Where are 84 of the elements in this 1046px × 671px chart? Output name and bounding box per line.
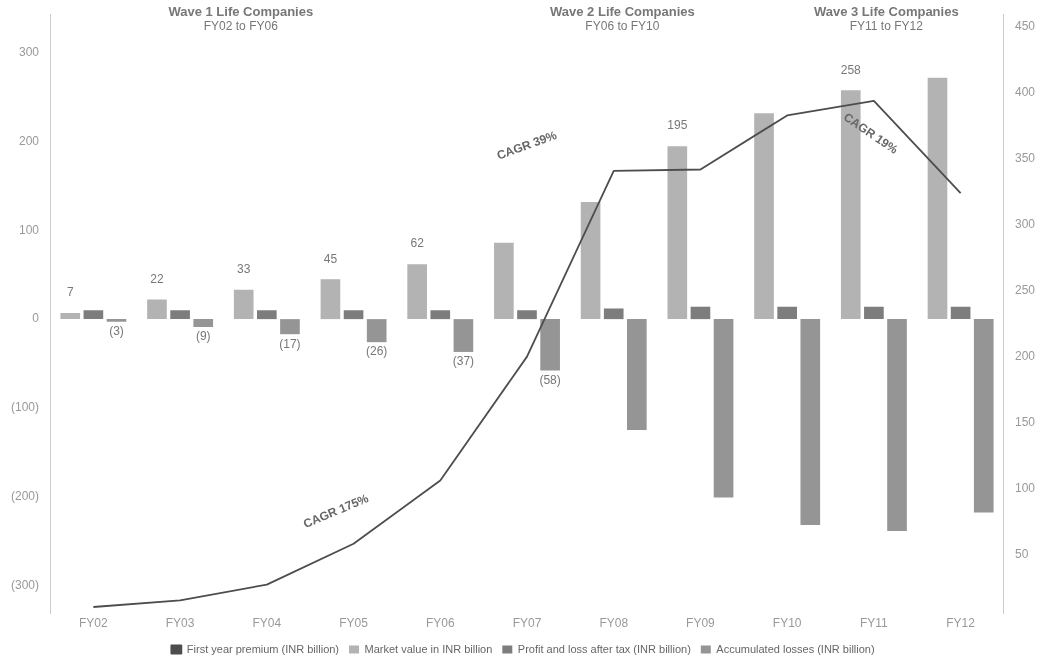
y-tick-label: 0 — [32, 311, 40, 326]
legend-label: Accumulated losses (INR billion) — [716, 642, 875, 655]
data-label: 7 — [66, 285, 74, 300]
bar — [690, 306, 711, 320]
bar — [580, 202, 601, 320]
y-tick-label: (100) — [11, 400, 40, 415]
y2-tick-label: 100 — [1014, 480, 1036, 495]
bar — [366, 319, 387, 343]
bar — [667, 146, 688, 320]
annotation: FY11 to FY12 — [849, 19, 923, 33]
x-tick-label: FY09 — [686, 616, 716, 631]
legend-label: First year premium (INR billion) — [186, 642, 340, 655]
y-tick-label: 200 — [18, 134, 40, 149]
annotation: CAGR 175% — [301, 490, 371, 531]
bar — [973, 319, 994, 513]
bar — [517, 310, 537, 320]
data-label: 195 — [667, 118, 688, 133]
annotation: FY06 to FY10 — [585, 19, 660, 33]
y2-tick-label: 400 — [1014, 85, 1036, 100]
bar — [754, 113, 774, 320]
bar — [407, 264, 427, 320]
y-tick-label: (200) — [11, 488, 40, 503]
y2-tick-label: 200 — [1014, 348, 1036, 363]
data-label: 22 — [150, 271, 164, 286]
bar — [887, 319, 907, 532]
bar — [603, 308, 624, 320]
y-tick-label: 300 — [18, 45, 40, 60]
data-label: (58) — [539, 372, 561, 387]
x-tick-label: FY10 — [772, 616, 802, 631]
y2-tick-label: 50 — [1014, 546, 1029, 561]
bar — [170, 310, 190, 320]
x-tick-label: FY11 — [859, 616, 889, 631]
bar — [60, 312, 81, 320]
bar — [540, 319, 560, 371]
y-tick-label: 100 — [18, 222, 40, 237]
data-label: 45 — [323, 251, 338, 266]
annotation: CAGR 39% — [494, 127, 559, 163]
data-label: (3) — [109, 324, 124, 339]
annotation: FY02 to FY06 — [203, 19, 278, 33]
y-tick-label: (300) — [11, 577, 40, 592]
bar — [800, 319, 821, 525]
y2-tick-label: 150 — [1014, 414, 1036, 429]
bar — [713, 319, 734, 498]
data-label: (37) — [452, 354, 475, 369]
bar — [106, 319, 127, 322]
bar — [280, 319, 300, 335]
legend-label: Market value in INR billion — [364, 642, 493, 655]
bar — [193, 319, 214, 328]
x-tick-label: FY06 — [425, 616, 455, 631]
bar — [147, 299, 167, 320]
x-tick-label: FY04 — [252, 616, 282, 631]
x-tick-label: FY03 — [165, 616, 195, 631]
y2-tick-label: 250 — [1014, 283, 1036, 298]
x-tick-label: FY12 — [946, 616, 976, 631]
x-tick-label: FY02 — [79, 616, 109, 631]
bar — [343, 310, 364, 320]
bar — [950, 306, 971, 320]
bar — [927, 77, 948, 320]
bar — [864, 306, 884, 320]
data-label: (17) — [279, 336, 301, 351]
bar — [494, 242, 514, 320]
data-label: (9) — [195, 329, 211, 344]
bar — [257, 310, 277, 320]
bar — [777, 306, 797, 320]
data-label: 62 — [410, 236, 425, 251]
annotation: Wave 1 Life Companies — [168, 4, 314, 19]
bar — [627, 319, 647, 430]
bar — [233, 289, 254, 320]
data-label: (26) — [366, 344, 388, 359]
x-tick-label: FY07 — [512, 616, 542, 631]
x-tick-label: FY08 — [599, 616, 629, 631]
x-tick-label: FY05 — [339, 616, 369, 631]
annotation: Wave 2 Life Companies — [550, 4, 695, 19]
legend-label: Profit and loss after tax (INR billion) — [517, 642, 691, 655]
bar — [430, 310, 451, 320]
annotation: Wave 3 Life Companies — [813, 4, 959, 19]
y2-tick-label: 350 — [1014, 151, 1036, 166]
bar — [320, 279, 341, 320]
y2-tick-label: 300 — [1014, 217, 1036, 232]
bar — [83, 310, 104, 320]
bar — [453, 319, 474, 352]
data-label: 33 — [237, 262, 251, 277]
y2-tick-label: 450 — [1014, 19, 1036, 34]
data-label: 258 — [840, 62, 862, 77]
